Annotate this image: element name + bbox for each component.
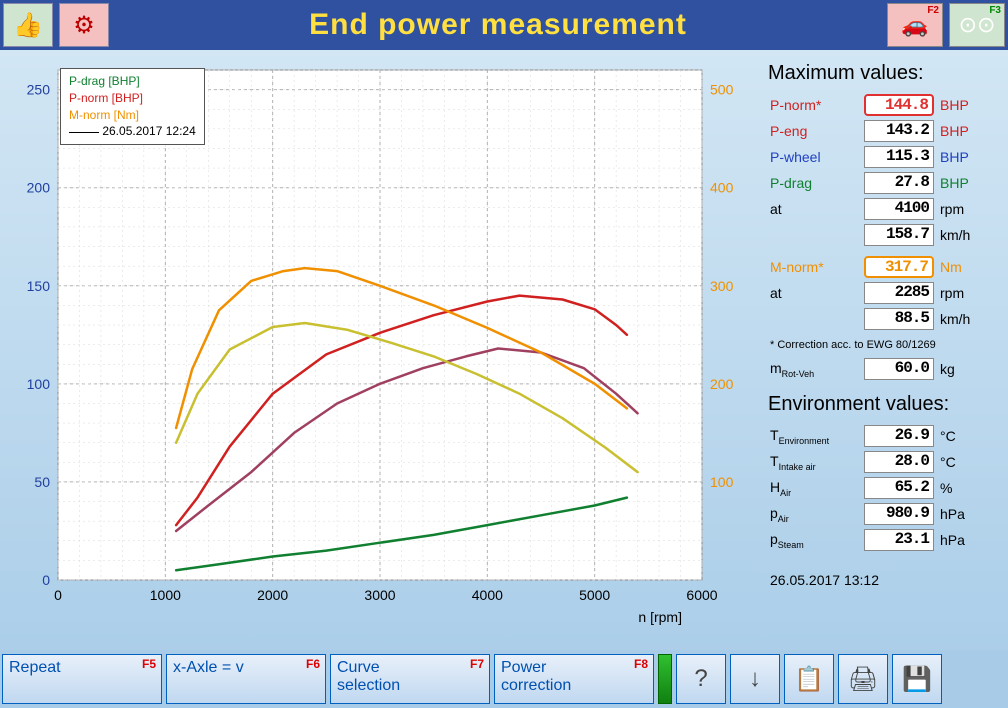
dyno-chart: 0 1000 2000 3000 4000 5000 6000 0 50 100 150 200 250… — [10, 60, 750, 640]
value-box: 26.9 — [864, 425, 934, 447]
svg-text:200: 200 — [710, 376, 734, 392]
svg-text:3000: 3000 — [364, 587, 395, 603]
svg-text:100: 100 — [27, 376, 51, 392]
help-button[interactable]: ? — [676, 654, 726, 704]
value-row: TEnvironment26.9°C — [764, 424, 1002, 448]
value-row: M-norm*317.7Nm — [764, 255, 1002, 279]
value-box: 27.8 — [864, 172, 934, 194]
value-row: 158.7km/h — [764, 223, 1002, 247]
svg-text:200: 200 — [27, 180, 51, 196]
bottom-bar: RepeatF5x-Axle = vF6Curve selectionF7Pow… — [0, 650, 1008, 708]
svg-text:1000: 1000 — [150, 587, 181, 603]
title-bar: 👍 ⚙ End power measurement 🚗F2 ⊙⊙F3 — [0, 0, 1008, 50]
main-area: 0 1000 2000 3000 4000 5000 6000 0 50 100 150 200 250… — [0, 50, 1008, 650]
status-bar-green — [658, 654, 672, 704]
value-box: 23.1 — [864, 529, 934, 551]
mrot-value: 60.0 — [864, 358, 934, 380]
value-row: P-eng143.2BHP — [764, 119, 1002, 143]
value-box: 144.8 — [864, 94, 934, 116]
svg-text:6000: 6000 — [686, 587, 717, 603]
svg-text:5000: 5000 — [579, 587, 610, 603]
max-values-heading: Maximum values: — [768, 62, 1002, 85]
bottom-button[interactable]: Power correctionF8 — [494, 654, 654, 704]
save-button[interactable]: 💾 — [892, 654, 942, 704]
value-box: 115.3 — [864, 146, 934, 168]
value-row: TIntake air28.0°C — [764, 450, 1002, 474]
value-box: 65.2 — [864, 477, 934, 499]
chart-legend: P-drag [BHP]P-norm [BHP]M-norm [Nm] 26.0… — [60, 68, 205, 145]
bottom-button[interactable]: x-Axle = vF6 — [166, 654, 326, 704]
f3-button[interactable]: ⊙⊙F3 — [949, 3, 1005, 47]
value-row: P-norm*144.8BHP — [764, 93, 1002, 117]
value-row: pSteam23.1hPa — [764, 528, 1002, 552]
value-box: 28.0 — [864, 451, 934, 473]
value-row: pAir980.9hPa — [764, 502, 1002, 526]
print-button[interactable]: 🖨 — [838, 654, 888, 704]
svg-text:150: 150 — [27, 278, 51, 294]
svg-text:250: 250 — [27, 82, 51, 98]
page-title: End power measurement — [112, 8, 884, 42]
engine-icon[interactable]: ⚙ — [59, 3, 109, 47]
svg-text:400: 400 — [710, 180, 734, 196]
correction-note: * Correction acc. to EWG 80/1269 — [764, 333, 1002, 357]
value-box: 158.7 — [864, 224, 934, 246]
value-box: 4100 — [864, 198, 934, 220]
env-values-heading: Environment values: — [768, 393, 1002, 416]
chart-area: 0 1000 2000 3000 4000 5000 6000 0 50 100 150 200 250… — [0, 50, 760, 650]
bottom-button[interactable]: Curve selectionF7 — [330, 654, 490, 704]
mrot-row: mRot-Veh 60.0 kg — [764, 357, 1002, 381]
value-row: P-drag27.8BHP — [764, 171, 1002, 195]
svg-text:0: 0 — [54, 587, 62, 603]
bottom-button[interactable]: RepeatF5 — [2, 654, 162, 704]
svg-text:0: 0 — [42, 572, 50, 588]
value-row: HAir65.2% — [764, 476, 1002, 500]
svg-text:100: 100 — [710, 474, 734, 490]
value-row: P-wheel115.3BHP — [764, 145, 1002, 169]
thumbs-up-icon[interactable]: 👍 — [3, 3, 53, 47]
value-row: 88.5km/h — [764, 307, 1002, 331]
value-row: at4100rpm — [764, 197, 1002, 221]
svg-text:300: 300 — [710, 278, 734, 294]
svg-text:500: 500 — [710, 82, 734, 98]
svg-text:2000: 2000 — [257, 587, 288, 603]
svg-text:50: 50 — [34, 474, 50, 490]
side-panel: Maximum values: P-norm*144.8BHPP-eng143.… — [760, 50, 1008, 650]
svg-text:n [rpm]: n [rpm] — [638, 609, 682, 625]
svg-text:4000: 4000 — [472, 587, 503, 603]
side-timestamp: 26.05.2017 13:12 — [764, 554, 1002, 588]
f2-button[interactable]: 🚗F2 — [887, 3, 943, 47]
value-box: 980.9 — [864, 503, 934, 525]
value-row: at2285rpm — [764, 281, 1002, 305]
value-box: 143.2 — [864, 120, 934, 142]
value-box: 88.5 — [864, 308, 934, 330]
clipboard-button[interactable]: 📋 — [784, 654, 834, 704]
value-box: 317.7 — [864, 256, 934, 278]
down-arrow-button[interactable]: ↓ — [730, 654, 780, 704]
value-box: 2285 — [864, 282, 934, 304]
